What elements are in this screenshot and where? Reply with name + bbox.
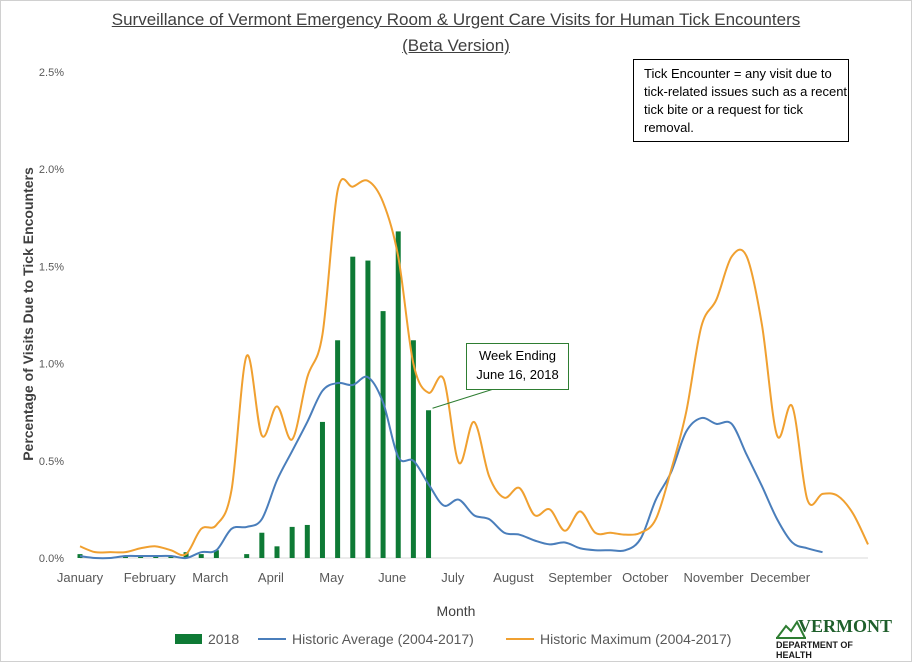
- x-axis-title: Month: [436, 603, 476, 619]
- x-tick-label: September: [548, 570, 612, 585]
- bar-2018: [335, 340, 341, 558]
- line-historic-average: [79, 375, 823, 560]
- line-historic-maximum: [79, 177, 869, 557]
- week-ending-callout: Week Ending June 16, 2018: [466, 343, 569, 390]
- y-tick-label: 2.0%: [39, 164, 64, 176]
- chart-subtitle: (Beta Version): [402, 36, 510, 55]
- bar-2018: [304, 524, 310, 558]
- legend-label-historic-average: Historic Average (2004-2017): [292, 631, 474, 647]
- x-tick-label: July: [441, 570, 465, 585]
- callout-leader-line: [432, 386, 501, 409]
- definition-note: Tick Encounter = any visit due to tick-r…: [633, 59, 849, 142]
- callout-line-2: June 16, 2018: [476, 367, 559, 382]
- y-tick-label: 2.5%: [39, 67, 64, 79]
- legend-swatch-2018: [175, 634, 202, 644]
- bar-2018: [244, 554, 250, 558]
- bar-2018: [319, 421, 325, 558]
- logo-department: DEPARTMENT OF HEALTH: [776, 640, 853, 660]
- x-tick-label: April: [258, 570, 284, 585]
- chart-title: Surveillance of Vermont Emergency Room &…: [111, 10, 801, 29]
- x-tick-label: June: [378, 570, 406, 585]
- legend-item-historic-average: Historic Average (2004-2017): [258, 631, 474, 647]
- y-axis-title: Percentage of Visits Due to Tick Encount…: [20, 167, 36, 461]
- legend-label-2018: 2018: [208, 631, 240, 647]
- bar-2018: [395, 231, 401, 558]
- bar-2018: [350, 256, 356, 558]
- bar-2018: [380, 311, 386, 558]
- callout-line-1: Week Ending: [478, 348, 557, 363]
- vermont-health-logo: VERMONT DEPARTMENT OF HEALTH: [776, 616, 892, 660]
- x-tick-label: November: [683, 570, 744, 585]
- bar-2018: [274, 546, 280, 558]
- y-tick-label: 1.0%: [39, 359, 64, 371]
- bar-2018: [198, 554, 204, 558]
- mountain-icon: [776, 620, 806, 639]
- legend-swatch-historic-average: [258, 638, 286, 640]
- logo-name: VERMONT: [798, 616, 892, 636]
- y-tick-label: 0.5%: [39, 456, 64, 468]
- x-tick-label: March: [192, 570, 228, 585]
- y-tick-label: 0.0%: [39, 553, 64, 565]
- legend-swatch-historic-maximum: [506, 638, 534, 640]
- x-tick-label: May: [319, 570, 344, 585]
- y-tick-label: 1.5%: [39, 261, 64, 273]
- x-tick-label: October: [622, 570, 669, 585]
- x-tick-label: August: [493, 570, 534, 585]
- bar-2018: [289, 526, 295, 558]
- x-tick-label: February: [124, 570, 177, 585]
- legend-item-2018: 2018: [175, 631, 239, 647]
- bar-2018: [365, 260, 371, 558]
- legend-item-historic-maximum: Historic Maximum (2004-2017): [506, 631, 731, 647]
- x-tick-label: January: [57, 570, 104, 585]
- bar-2018: [410, 340, 416, 558]
- bar-2018: [259, 532, 265, 558]
- x-tick-label: December: [750, 570, 811, 585]
- legend-label-historic-maximum: Historic Maximum (2004-2017): [540, 631, 732, 647]
- bar-2018: [213, 550, 219, 558]
